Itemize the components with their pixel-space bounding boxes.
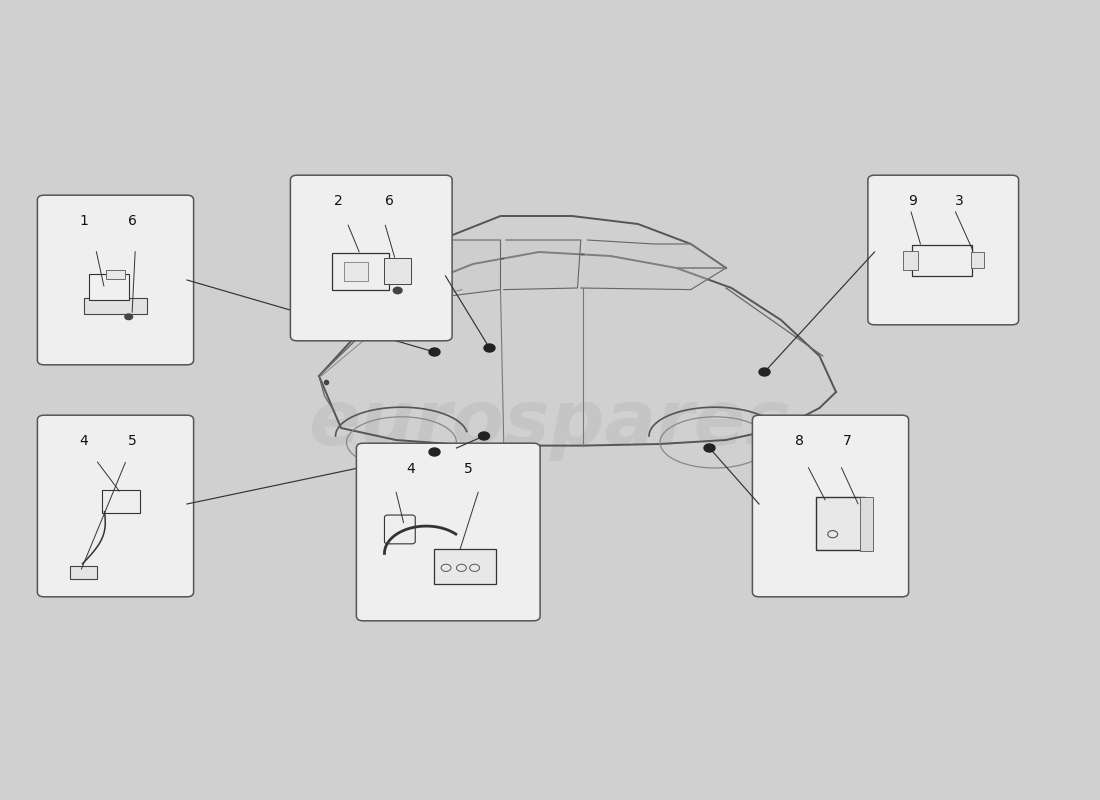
FancyBboxPatch shape xyxy=(343,262,367,281)
FancyBboxPatch shape xyxy=(37,415,194,597)
FancyBboxPatch shape xyxy=(902,250,917,270)
FancyBboxPatch shape xyxy=(385,258,411,284)
FancyBboxPatch shape xyxy=(433,549,495,584)
FancyBboxPatch shape xyxy=(89,274,129,300)
Polygon shape xyxy=(581,240,726,290)
FancyBboxPatch shape xyxy=(356,443,540,621)
FancyBboxPatch shape xyxy=(70,566,97,579)
Text: 6: 6 xyxy=(385,194,394,209)
FancyBboxPatch shape xyxy=(385,515,416,544)
FancyBboxPatch shape xyxy=(102,490,140,514)
Text: 3: 3 xyxy=(956,194,964,209)
Circle shape xyxy=(704,444,715,452)
Text: 1: 1 xyxy=(79,214,88,229)
Polygon shape xyxy=(412,240,500,300)
Text: 8: 8 xyxy=(794,434,803,448)
Text: 6: 6 xyxy=(129,214,138,229)
Text: 9: 9 xyxy=(909,194,917,209)
Circle shape xyxy=(478,432,490,440)
Text: eurospares: eurospares xyxy=(309,387,791,461)
FancyBboxPatch shape xyxy=(752,415,909,597)
FancyBboxPatch shape xyxy=(106,270,125,279)
FancyBboxPatch shape xyxy=(84,298,147,314)
Circle shape xyxy=(394,287,403,294)
Polygon shape xyxy=(504,240,581,290)
FancyBboxPatch shape xyxy=(971,253,984,268)
Text: 4: 4 xyxy=(406,462,415,477)
FancyBboxPatch shape xyxy=(868,175,1019,325)
Circle shape xyxy=(429,348,440,356)
Text: 4: 4 xyxy=(79,434,88,448)
FancyBboxPatch shape xyxy=(816,498,865,550)
Text: 5: 5 xyxy=(129,434,138,448)
Circle shape xyxy=(125,314,133,319)
Text: 5: 5 xyxy=(464,462,473,477)
FancyBboxPatch shape xyxy=(860,497,873,551)
Circle shape xyxy=(429,448,440,456)
FancyBboxPatch shape xyxy=(913,245,972,275)
FancyBboxPatch shape xyxy=(37,195,194,365)
Text: 7: 7 xyxy=(844,434,852,448)
Circle shape xyxy=(484,344,495,352)
Circle shape xyxy=(759,368,770,376)
FancyBboxPatch shape xyxy=(332,253,389,290)
FancyBboxPatch shape xyxy=(290,175,452,341)
Text: 2: 2 xyxy=(334,194,343,209)
